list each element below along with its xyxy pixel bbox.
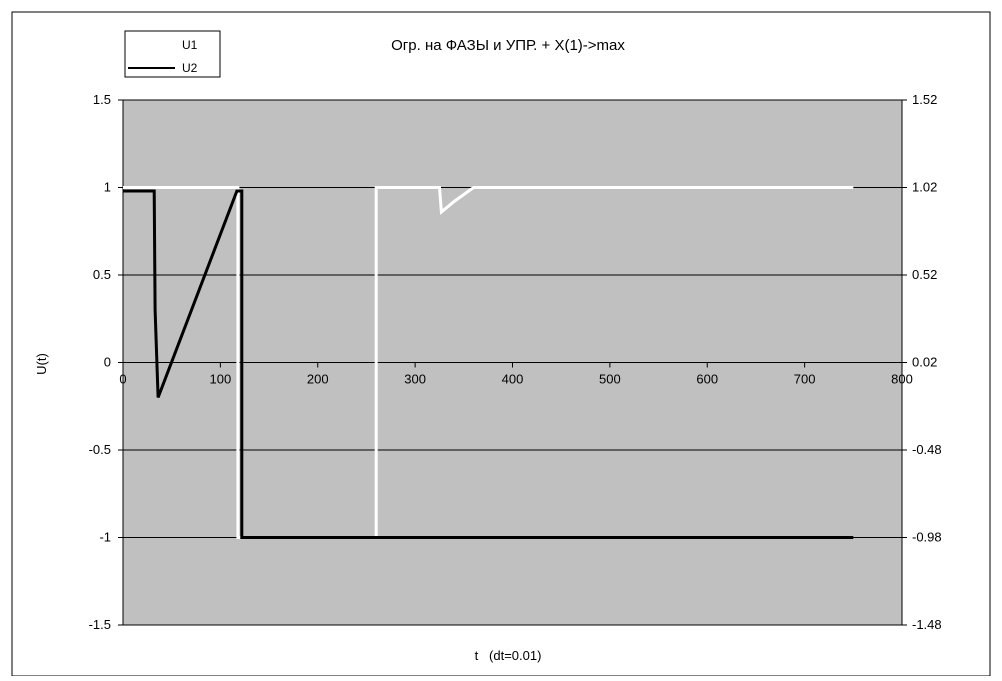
- x-axis-label: t (dt=0.01): [475, 648, 542, 663]
- x-tick-label: 0: [119, 372, 126, 387]
- series-line-u2: [123, 189, 854, 539]
- y2-tick-label: 0.52: [912, 267, 937, 282]
- legend-label-u1: U1: [182, 38, 198, 52]
- y-tick-label: -1.5: [89, 617, 111, 632]
- legend: U1 U2: [124, 30, 221, 78]
- x-tick-label: 500: [599, 372, 621, 387]
- x-tick-label: 400: [502, 372, 524, 387]
- y2-tick-label: -0.98: [912, 530, 942, 545]
- series-line-u1: [123, 186, 854, 539]
- y-tick-label: 0: [104, 355, 111, 370]
- y2-tick-label: -0.48: [912, 442, 942, 457]
- chart-title: Огр. на ФАЗЫ и УПР. + X(1)->max: [391, 37, 625, 54]
- axes: [118, 99, 907, 626]
- y2-tick-label: 0.02: [912, 355, 937, 370]
- tick-labels: 1.5 1 0.5 0 -0.5 -1 -1.5 1.52 1.02 0.52 0.02 -0.48 -…: [89, 92, 942, 632]
- y-tick-label: 0.5: [93, 267, 111, 282]
- y-tick-label: 1: [104, 180, 111, 195]
- series-layer: [123, 186, 854, 539]
- x-tick-label: 600: [696, 372, 718, 387]
- x-tick-label: 800: [891, 372, 913, 387]
- y-tick-label: -0.5: [89, 442, 111, 457]
- y2-tick-label: 1.02: [912, 180, 937, 195]
- y2-tick-label: 1.52: [912, 92, 937, 107]
- x-tick-label: 300: [404, 372, 426, 387]
- legend-label-u2: U2: [182, 61, 198, 75]
- x-tick-label: 100: [210, 372, 232, 387]
- y2-tick-label: -1.48: [912, 617, 942, 632]
- y-tick-label: -1: [99, 530, 111, 545]
- y-tick-label: 1.5: [93, 92, 111, 107]
- legend-box: [124, 30, 221, 78]
- y-axis-label: U(t): [34, 353, 49, 375]
- x-tick-label: 700: [794, 372, 816, 387]
- x-tick-label: 200: [307, 372, 329, 387]
